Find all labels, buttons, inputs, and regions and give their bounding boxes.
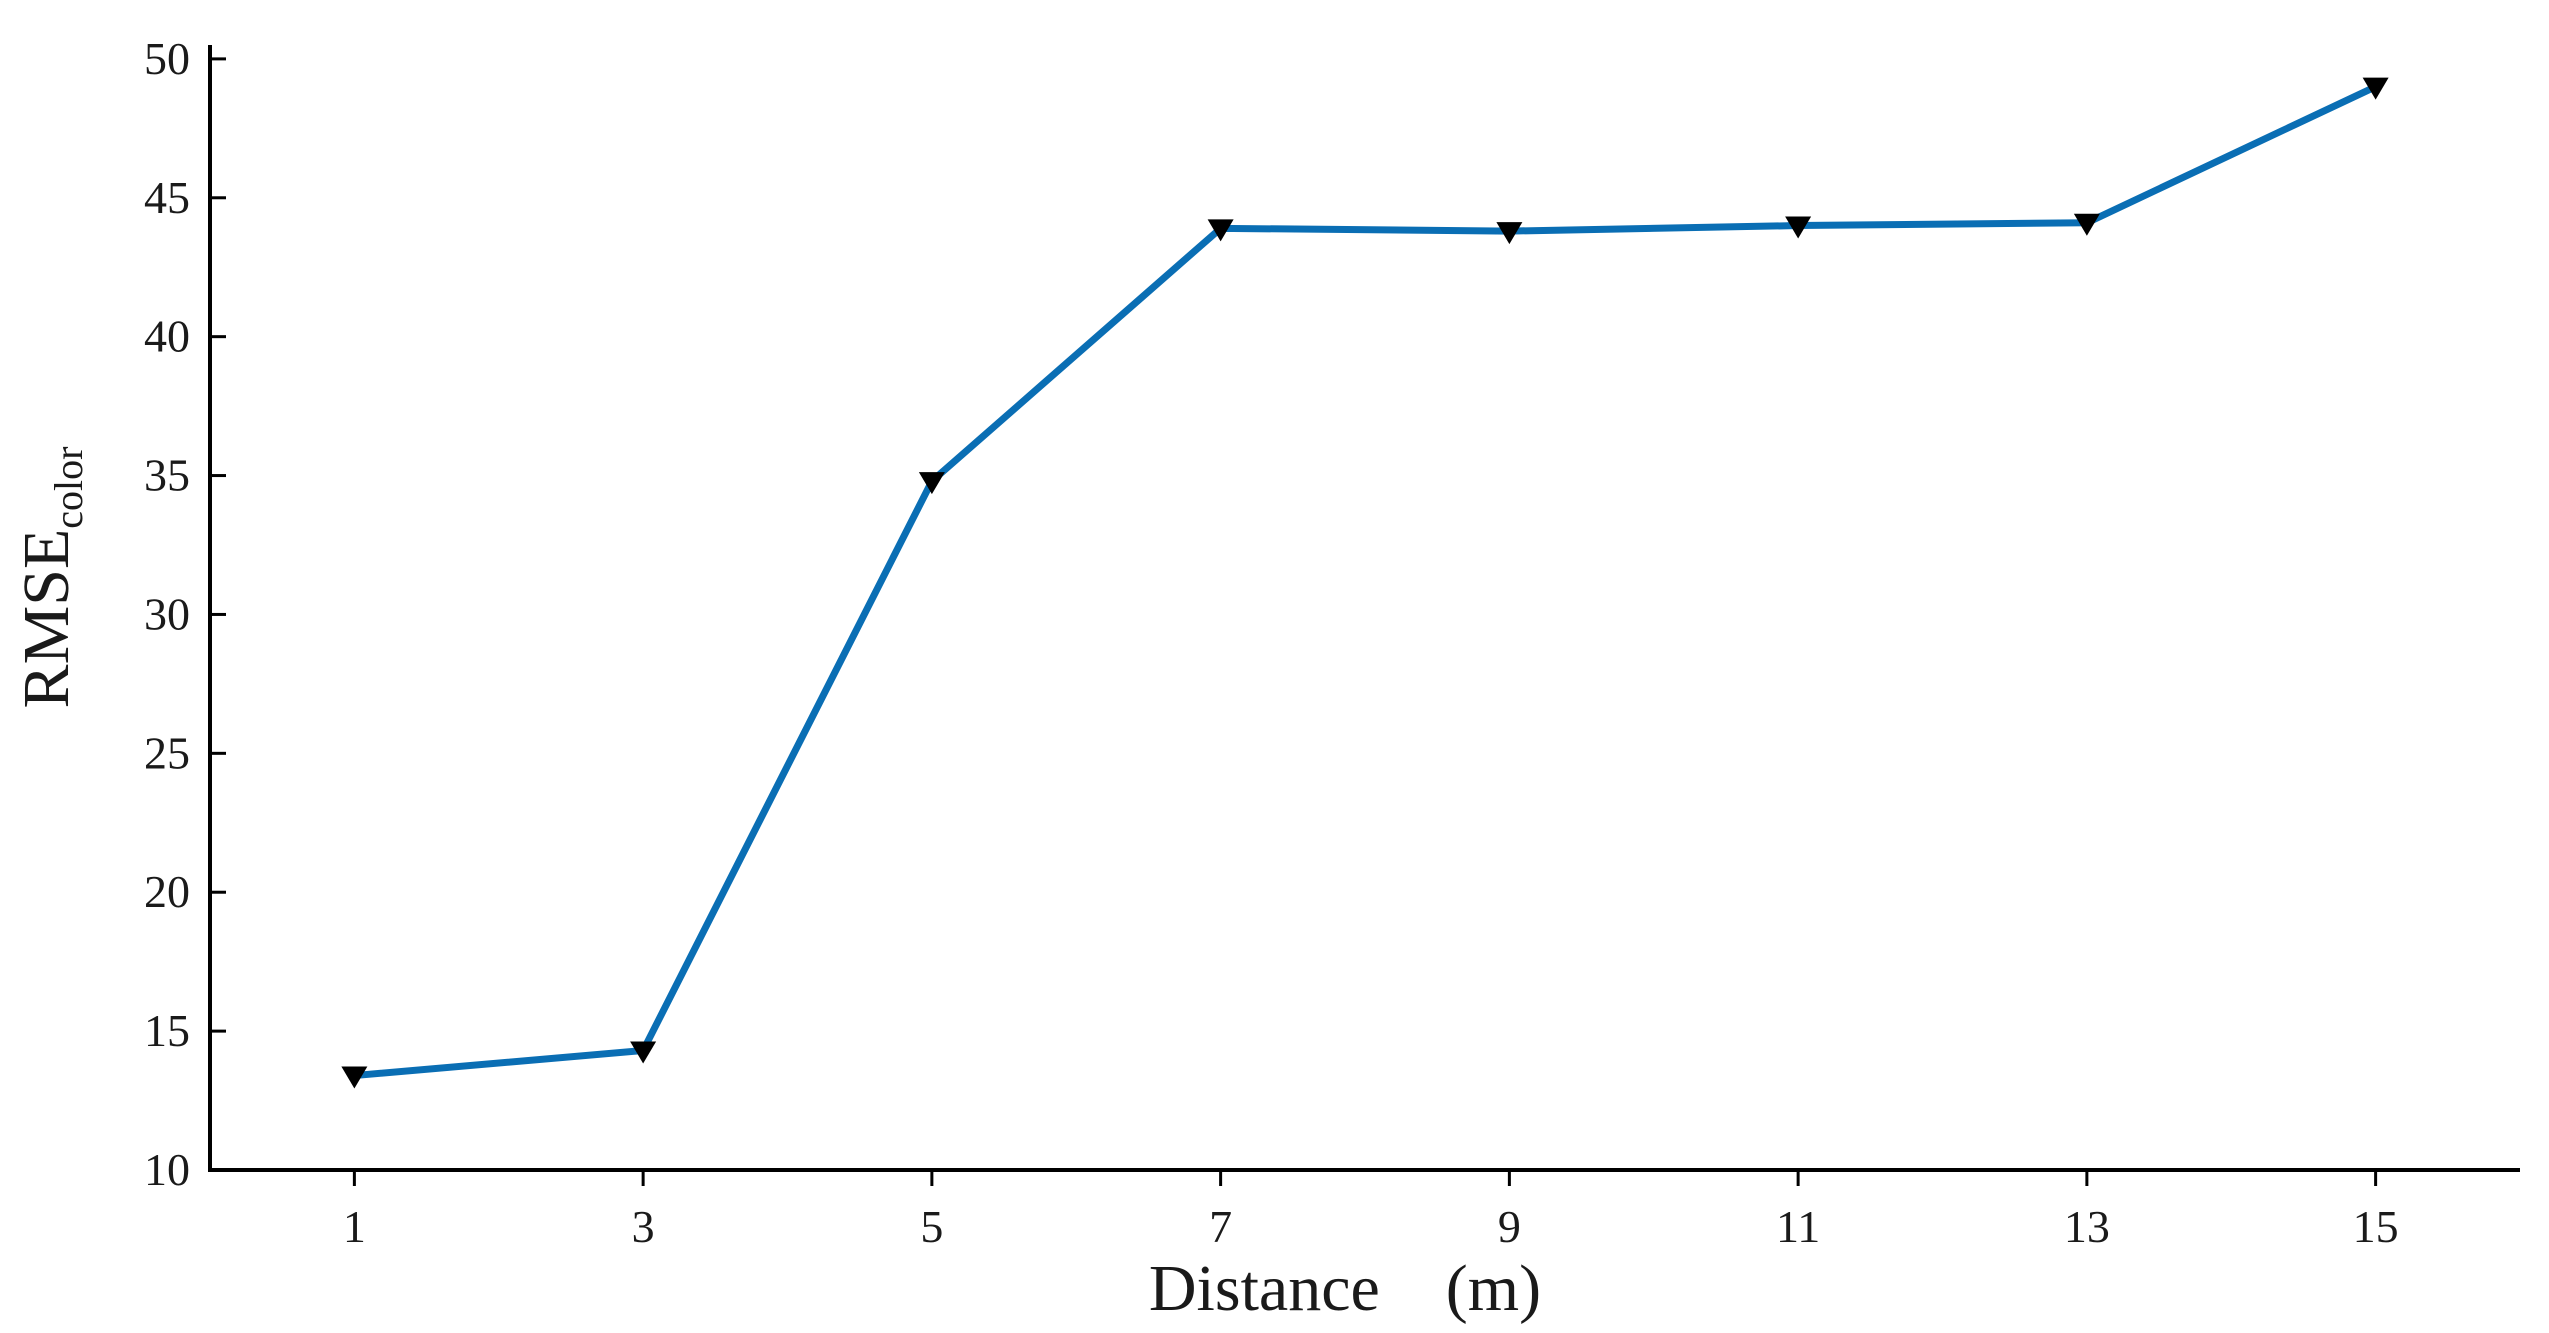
y-axis-title-subscript: color	[46, 447, 91, 529]
data-point-marker	[1785, 216, 1812, 239]
y-tick-label: 10	[144, 1144, 190, 1195]
x-axis-ticks: 1 3 5 7 9 11 13 15	[343, 1170, 2399, 1252]
data-point-marker	[630, 1041, 657, 1064]
x-tick-label: 13	[2064, 1201, 2110, 1252]
data-point-marker	[341, 1066, 368, 1089]
data-point-marker	[2362, 77, 2389, 100]
y-tick-label: 50	[144, 33, 190, 84]
x-tick-label: 15	[2353, 1201, 2399, 1252]
data-point-marker	[2073, 213, 2100, 236]
x-tick-label: 3	[632, 1201, 655, 1252]
x-tick-label: 7	[1209, 1201, 1232, 1252]
y-tick-label: 35	[144, 450, 190, 501]
data-point-marker	[918, 472, 945, 495]
y-tick-label: 30	[144, 588, 190, 639]
series-layer	[341, 77, 2389, 1089]
x-tick-label: 11	[1776, 1201, 1820, 1252]
data-point-marker	[1207, 219, 1234, 242]
x-tick-label: 1	[343, 1201, 366, 1252]
y-tick-label: 15	[144, 1005, 190, 1056]
series-line	[350, 83, 2380, 1080]
y-tick-label: 25	[144, 727, 190, 778]
x-tick-label: 5	[920, 1201, 943, 1252]
data-point-marker	[1496, 222, 1523, 245]
y-tick-label: 20	[144, 866, 190, 917]
y-tick-label: 45	[144, 172, 190, 223]
x-axis-title: Distance (m)	[1149, 1252, 1541, 1325]
y-tick-label: 40	[144, 311, 190, 362]
y-axis-ticks: 10 15 20 25 30 35 40 45 50	[144, 33, 226, 1195]
axes-frame	[208, 45, 2520, 1172]
y-axis-title: RMSEcolor	[10, 447, 91, 709]
x-tick-label: 9	[1498, 1201, 1521, 1252]
y-axis-title-main: RMSE	[10, 529, 83, 709]
